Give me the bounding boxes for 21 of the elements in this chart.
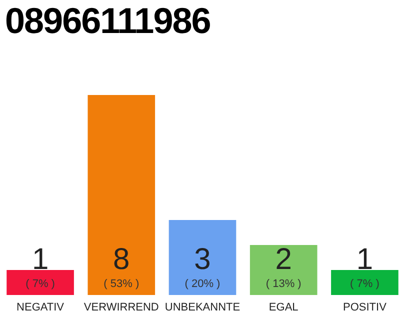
x-tick-label: EGAL xyxy=(268,302,298,314)
data-label: 1 xyxy=(356,243,374,276)
bar xyxy=(6,270,74,295)
bar xyxy=(331,270,398,295)
data-label: 1 xyxy=(32,243,49,276)
annotation: ( 13% ) xyxy=(266,278,302,290)
bar xyxy=(250,245,318,295)
data-label: 8 xyxy=(113,243,130,276)
x-tick-label: VERWIRREND xyxy=(84,302,159,314)
data-label: 3 xyxy=(194,243,211,276)
annotation: ( 20% ) xyxy=(184,278,220,290)
annotation: ( 53% ) xyxy=(104,278,140,290)
x-tick-label: POSITIV xyxy=(343,302,388,314)
x-tick-label: UNBEKANNTE xyxy=(164,302,240,314)
annotation: ( 7% ) xyxy=(26,278,55,290)
x-tick-label: NEGATIV xyxy=(16,302,65,314)
data-label: 2 xyxy=(275,243,292,276)
bar xyxy=(88,95,156,295)
bar xyxy=(168,220,236,295)
annotation: ( 7% ) xyxy=(350,278,380,290)
chart-title: 08966111986 xyxy=(5,0,210,42)
